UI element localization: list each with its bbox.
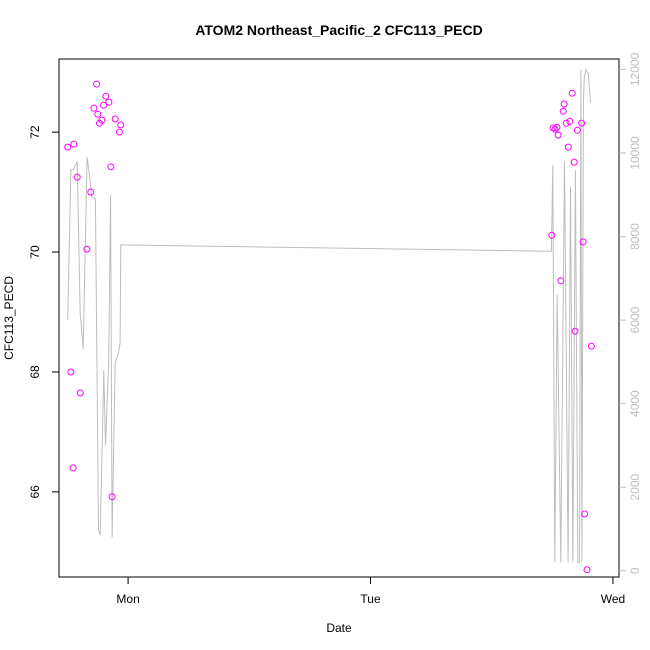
x-tick-label: Mon	[116, 592, 139, 606]
line-layer	[67, 67, 592, 563]
data-point	[548, 231, 556, 239]
data-point	[554, 131, 562, 139]
data-point	[573, 126, 581, 134]
data-point	[76, 389, 84, 397]
y-right-tick-label: 8000	[628, 223, 642, 250]
y-right-tick-label: 10000	[628, 136, 642, 170]
data-point	[87, 188, 95, 196]
axis-layer: Mon Tue Wed 66 68 70 72 0 2000 4000 6000 8000 10000 1…	[28, 52, 642, 606]
data-point	[93, 80, 101, 88]
data-point	[64, 143, 72, 151]
y-right-tick-label: 2000	[628, 474, 642, 501]
data-point	[105, 98, 113, 106]
data-point	[568, 89, 576, 97]
data-point	[83, 245, 91, 253]
y-tick-label: 68	[28, 365, 42, 379]
series-line	[67, 67, 592, 563]
data-point	[70, 140, 78, 148]
data-point	[587, 342, 595, 350]
data-point	[583, 566, 591, 574]
x-axis-label: Date	[326, 621, 352, 635]
y-tick-label: 66	[28, 485, 42, 499]
plot-frame	[58, 58, 620, 578]
chart-title: ATOM2 Northeast_Pacific_2 CFC113_PECD	[195, 22, 482, 38]
data-point	[73, 173, 81, 181]
data-point	[102, 92, 110, 100]
data-point	[549, 124, 557, 132]
data-point	[560, 100, 568, 108]
data-point	[94, 110, 102, 118]
data-point	[100, 101, 108, 109]
data-point	[571, 327, 579, 335]
data-point	[578, 119, 586, 127]
y-tick-label: 70	[28, 245, 42, 259]
y-axis-label: CFC113_PECD	[2, 276, 16, 360]
data-point	[559, 107, 567, 115]
data-point	[566, 117, 574, 125]
data-point	[67, 368, 75, 376]
data-point	[581, 510, 589, 518]
y-right-tick-label: 4000	[628, 390, 642, 417]
y-right-tick-label: 12000	[628, 52, 642, 86]
data-point	[111, 115, 119, 123]
data-point	[579, 238, 587, 246]
data-point	[108, 493, 116, 501]
x-tick-label: Wed	[601, 592, 625, 606]
data-point	[107, 163, 115, 171]
point-layer	[64, 80, 595, 574]
data-point	[562, 119, 570, 127]
data-point	[90, 104, 98, 112]
y-right-tick-label: 0	[628, 567, 642, 574]
data-point	[98, 116, 106, 124]
data-point	[564, 143, 572, 151]
data-point	[551, 125, 559, 133]
data-point	[570, 158, 578, 166]
x-tick-label: Tue	[360, 592, 381, 606]
y-right-tick-label: 6000	[628, 306, 642, 333]
y-tick-label: 72	[28, 125, 42, 139]
data-point	[553, 123, 561, 131]
data-point	[117, 121, 125, 129]
data-point	[69, 464, 77, 472]
data-point	[557, 277, 565, 285]
data-point	[115, 128, 123, 136]
